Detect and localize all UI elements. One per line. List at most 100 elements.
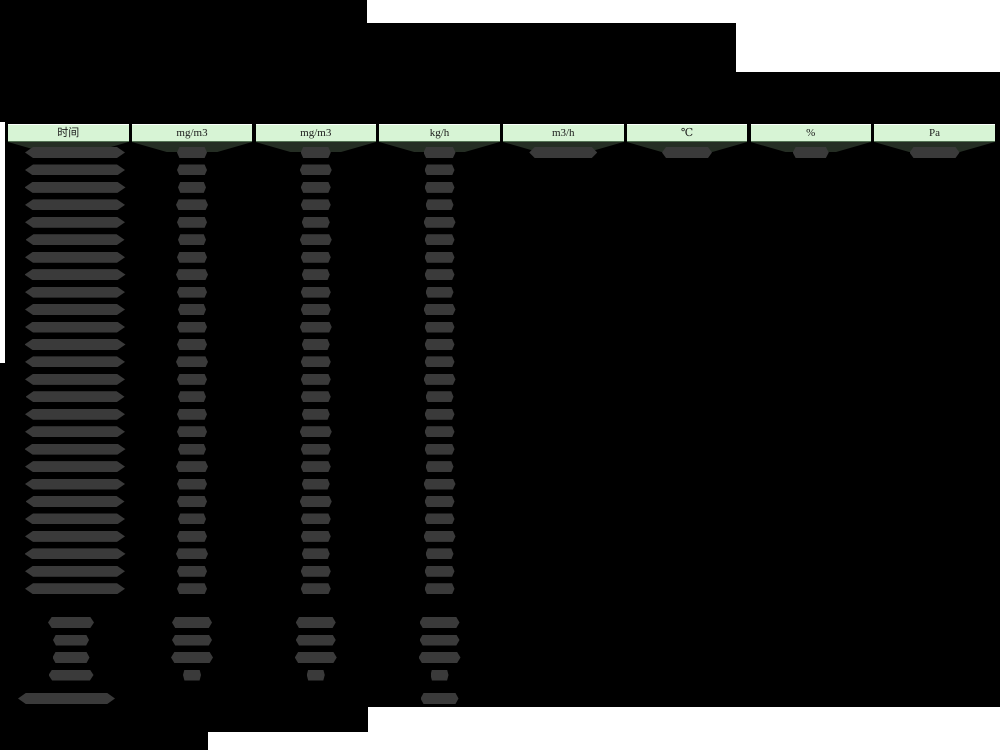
redacted-cell-text [177,583,207,595]
redacted-cell-text [176,356,208,368]
header-cell-1[interactable]: mg/m3 [131,124,253,142]
redacted-cell-text [176,199,208,211]
redacted-datetime [25,530,125,542]
masked-title-block-1 [0,0,367,23]
header-cell-5[interactable]: ℃ [626,124,748,142]
redacted-cell-text [172,634,212,646]
redacted-cell-text [299,496,332,507]
redacted-cell-text [177,496,207,507]
redacted-datetime [25,478,125,490]
masked-footer-block-1 [0,707,368,732]
header-cell-0[interactable]: 时间 [8,124,129,142]
redacted-cell-text [792,147,829,158]
redacted-datetime [25,391,125,403]
redacted-cell-text [300,147,331,158]
masked-table-body [0,123,1000,707]
redacted-datetime [25,408,125,420]
masked-title-block-3 [0,72,1000,123]
redacted-cell-text [424,234,455,246]
redacted-datetime [24,443,126,455]
redacted-cell-text [177,426,207,438]
redacted-cell-text [177,338,207,350]
redacted-cell-text [909,147,960,158]
redacted-cell-text [424,443,455,455]
redacted-cell-text [424,583,455,595]
redacted-summary-label [48,617,94,628]
redacted-cell-text [171,652,213,663]
redacted-cell-text [430,669,449,681]
redacted-cell-text [423,373,456,385]
redacted-cell-text [418,652,461,663]
redacted-cell-text [177,216,207,228]
redacted-datetime [25,496,125,507]
redacted-cell-text [301,478,330,490]
redacted-datetime [25,565,125,577]
redacted-cell-text [176,461,208,473]
redacted-cell-text [424,496,455,507]
redacted-cell-text [300,304,331,316]
redacted-cell-text [177,147,207,158]
redacted-cell-text [419,617,460,628]
redacted-datetime [24,548,126,560]
redacted-cell-text [176,548,208,560]
redacted-datetime [25,321,125,333]
redacted-datetime [25,426,125,438]
redacted-datetime [25,286,125,298]
redacted-cell-text [300,530,331,542]
redacted-cell-text [423,216,456,228]
redacted-datetime [25,461,125,473]
redacted-cell-text [178,234,206,246]
redacted-datetime [25,304,125,316]
redacted-cell-text [178,391,206,403]
redacted-cell-text [178,513,206,525]
redacted-cell-text [177,286,207,298]
redacted-cell-text [423,530,456,542]
redacted-cell-text [423,304,456,316]
redacted-cell-text [300,356,331,368]
redacted-cell-text [177,164,207,176]
redacted-cell-text [177,251,207,263]
redacted-cell-text [662,147,712,158]
redacted-cell-text [178,304,206,316]
redacted-cell-text [420,693,459,704]
redacted-cell-text [424,251,455,263]
redacted-summary-label [48,669,94,681]
redacted-cell-text [295,617,336,628]
redacted-datetime [25,513,125,525]
redacted-cell-text [300,199,331,211]
redacted-cell-text [177,478,207,490]
header-cell-3[interactable]: kg/h [379,124,500,142]
redacted-cell-text [419,634,460,646]
redacted-summary-label [18,693,115,704]
redacted-cell-text [300,565,331,577]
page-background-sliver [0,122,5,363]
redacted-datetime [24,269,126,281]
redacted-cell-text [177,408,207,420]
redacted-cell-text [299,234,332,246]
redacted-datetime [25,164,125,176]
redacted-datetime [25,199,125,211]
redacted-cell-text [306,669,325,681]
redacted-cell-text [424,565,455,577]
redacted-cell-text [424,356,455,368]
redacted-cell-text [424,181,455,193]
redacted-datetime [25,234,125,246]
redacted-cell-text [177,565,207,577]
redacted-cell-text [301,408,330,420]
redacted-cell-text [424,408,455,420]
header-cell-6[interactable]: % [750,124,871,142]
redacted-datetime [25,583,125,595]
redacted-cell-text [178,181,206,193]
redacted-cell-text [301,548,330,560]
redacted-cell-text [425,391,454,403]
redacted-cell-text [299,164,332,176]
redacted-cell-text [178,443,206,455]
header-cell-2[interactable]: mg/m3 [255,124,376,142]
redacted-summary-label [52,652,90,663]
header-cell-4[interactable]: m3/h [503,124,624,142]
redacted-cell-text [294,652,337,663]
redacted-cell-text [301,338,330,350]
header-cell-7[interactable]: Pa [874,124,995,142]
redacted-cell-text [423,478,456,490]
redacted-cell-text [172,617,212,628]
